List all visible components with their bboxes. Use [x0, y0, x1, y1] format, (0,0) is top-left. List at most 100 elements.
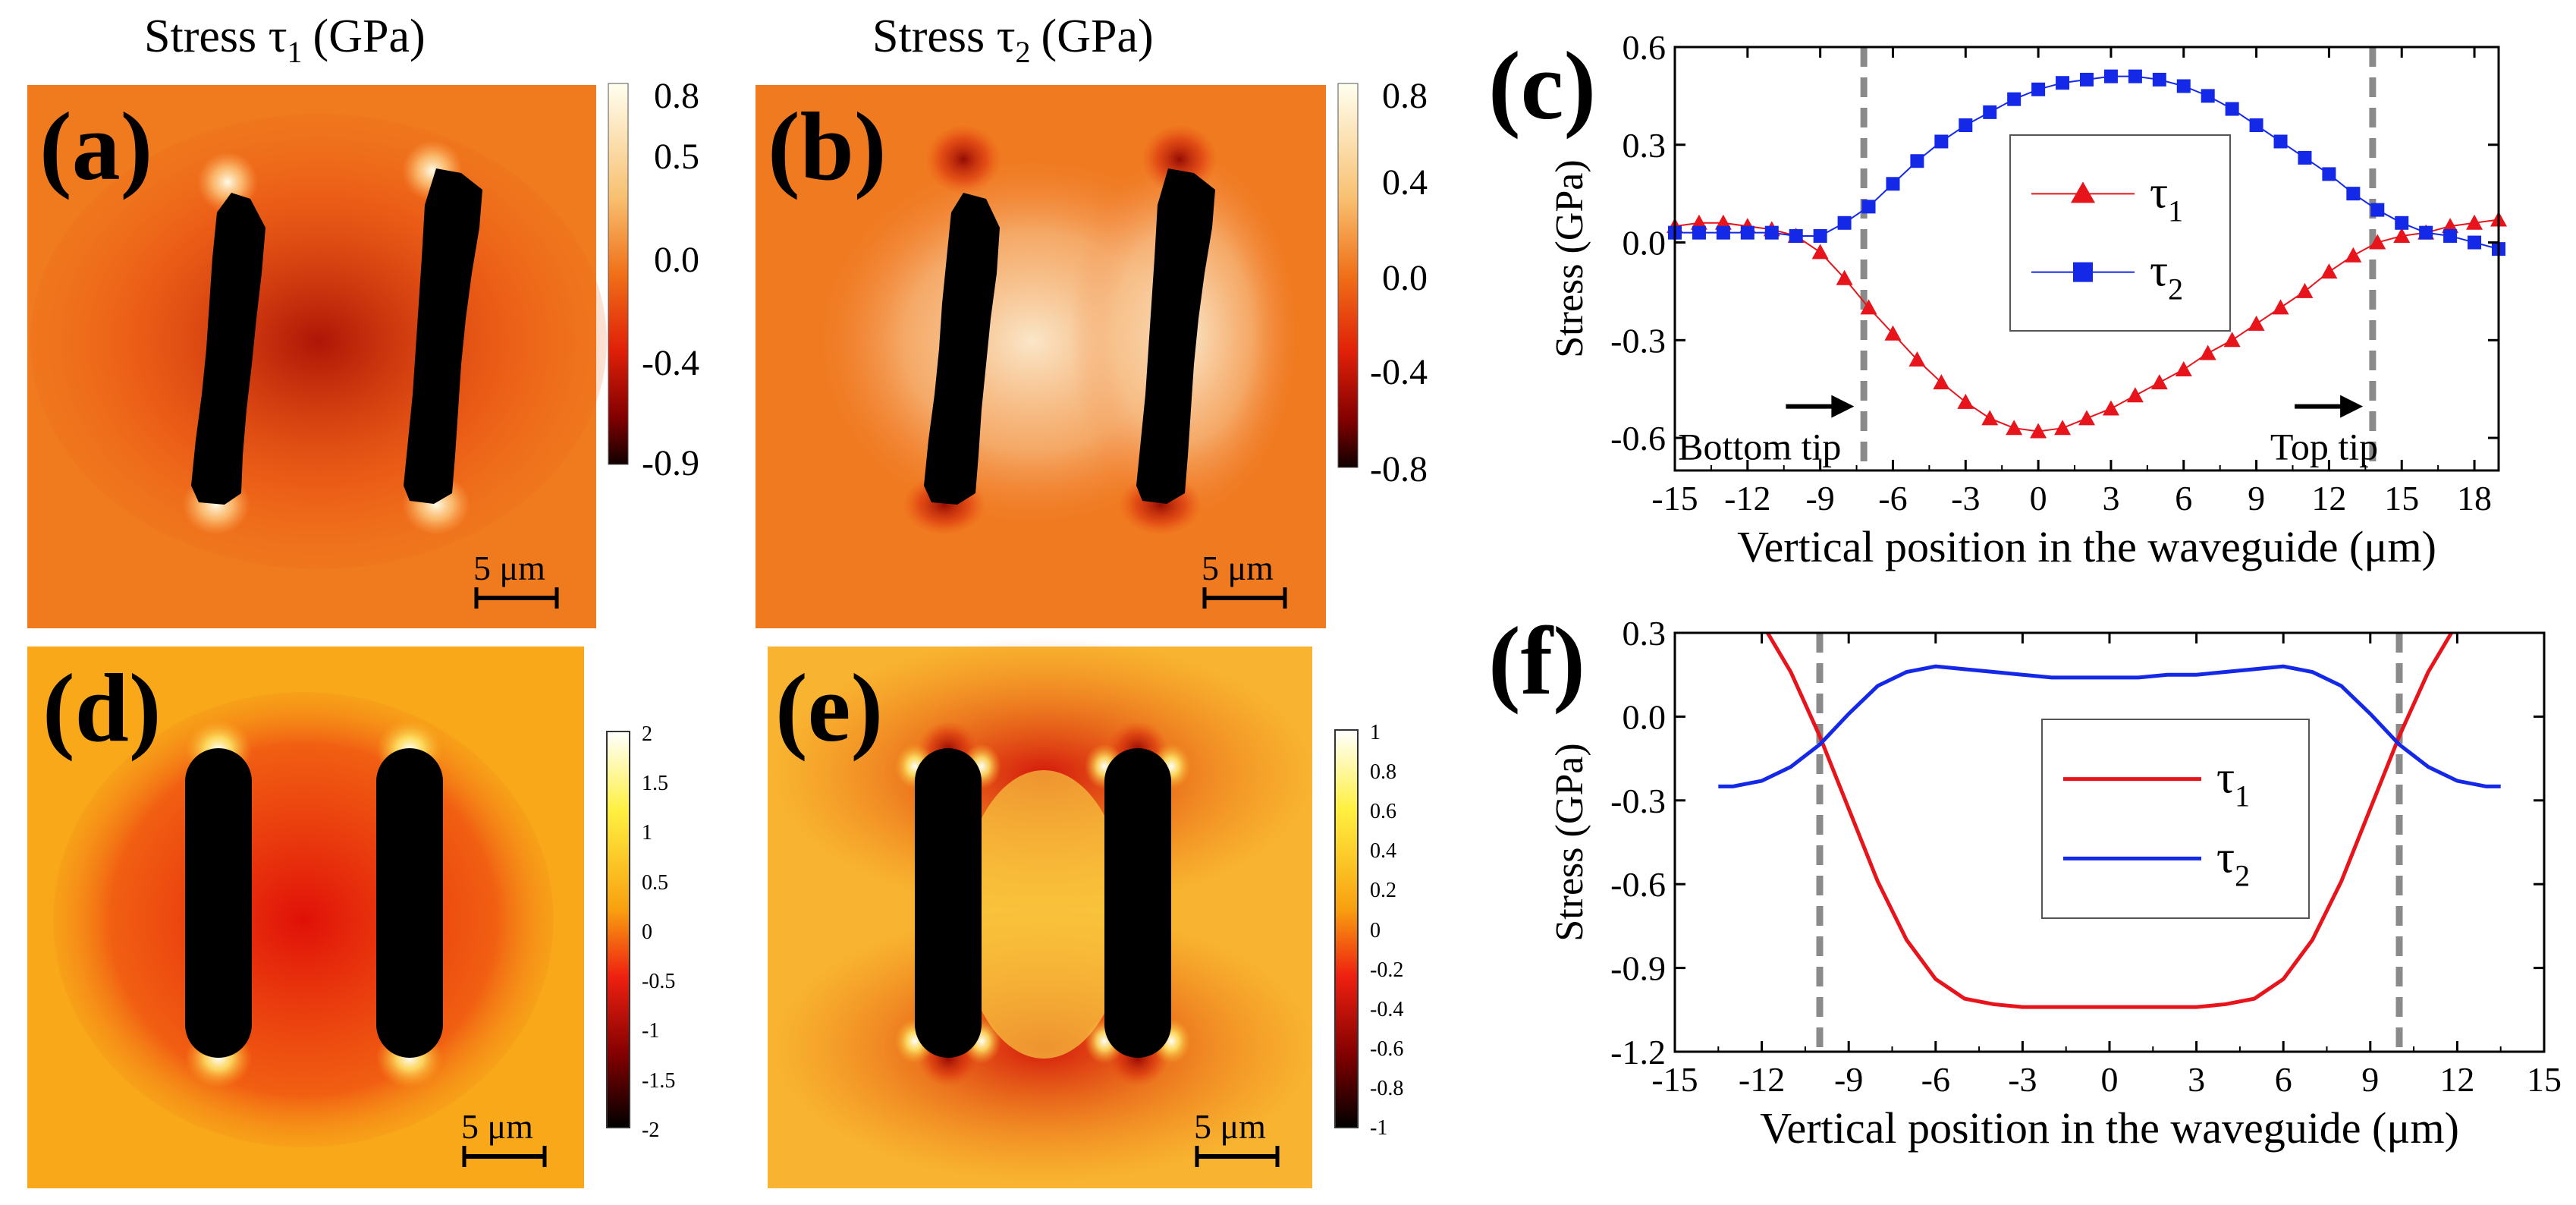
legend-label: τ1	[2150, 167, 2183, 228]
data-point	[2272, 299, 2289, 315]
data-point	[2007, 92, 2022, 106]
data-point	[1836, 269, 1853, 285]
legend-box	[2041, 719, 2310, 919]
y-tick-label: -0.3	[1610, 782, 1666, 820]
y-tick-label: -0.6	[1610, 419, 1666, 458]
panel-a-stress-map: (a) 5 μm	[27, 85, 607, 628]
data-point	[2175, 360, 2192, 376]
x-tick-label: -3	[2008, 1060, 2037, 1099]
data-point	[1740, 225, 1755, 240]
data-point	[2006, 420, 2023, 436]
legend-subscript: 2	[2168, 272, 2183, 307]
colorbar-tick: 1.5	[642, 772, 668, 795]
data-point	[2176, 79, 2191, 93]
colorbar-tick: -0.4	[1370, 998, 1403, 1021]
data-point	[2199, 345, 2216, 360]
colorbar-tick: 2	[642, 722, 652, 746]
colorbar-tick: 1	[642, 821, 652, 845]
legend-label: τ2	[2216, 832, 2250, 892]
colorbar-tick: 0.0	[654, 240, 699, 280]
x-tick-label: -6	[1921, 1060, 1950, 1099]
legend-label: τ1	[2216, 753, 2250, 813]
waveguide-hole	[191, 193, 265, 505]
series-line-τ2	[1718, 664, 2501, 788]
scale-bar-text: 5 μm	[1194, 1107, 1266, 1146]
x-tick-label: -9	[1834, 1060, 1863, 1099]
data-point	[2225, 102, 2239, 116]
data-point	[1716, 225, 1730, 240]
x-tick-label: -6	[1878, 479, 1907, 518]
chart-f: -15 -12 -9 -6 -3 0 3 6 9 12 15-1.2-0.9-0.6-0.30.00…	[1488, 607, 2562, 1153]
data-point	[2030, 423, 2047, 439]
data-point	[2395, 216, 2409, 230]
data-point	[2298, 150, 2312, 165]
colorbar-tick: -2	[642, 1118, 659, 1142]
legend-box	[2009, 134, 2231, 332]
legend-subscript: 1	[2168, 193, 2183, 228]
waveguide-hole	[915, 748, 982, 1058]
data-point	[1837, 216, 1852, 230]
y-tick-label: -0.9	[1610, 949, 1666, 988]
data-point	[1933, 374, 1950, 390]
colorbar-tick: -0.6	[1370, 1037, 1403, 1061]
colorbar-tick: 0.5	[654, 137, 699, 177]
x-tick-label: -3	[1951, 479, 1980, 518]
column-title-tau1: Stress τ1 (GPa)	[144, 11, 426, 69]
y-tick-label: -0.6	[1610, 865, 1666, 904]
scale-bar-text: 5 μm	[1202, 549, 1274, 587]
x-tick-label: 0	[2030, 479, 2047, 518]
x-axis-label: Vertical position in the waveguide (μm)	[1737, 522, 2436, 571]
x-tick-label: -12	[1739, 1060, 1785, 1099]
legend-marker	[2071, 181, 2095, 203]
data-point	[2249, 118, 2263, 133]
data-point	[1983, 105, 1997, 119]
colorbar-tick: -1	[642, 1019, 659, 1043]
waveguide-hole	[1104, 748, 1171, 1058]
panel-label-f: (f)	[1488, 607, 1585, 715]
x-tick-label: 0	[2101, 1060, 2119, 1099]
data-point	[2223, 332, 2241, 348]
legend-symbol: τ	[2216, 832, 2235, 882]
column-title-tau2: Stress τ2 (GPa)	[872, 11, 1154, 69]
colorbar-tick: -0.4	[642, 343, 699, 383]
colorbar-tick: -0.8	[1370, 449, 1428, 489]
legend-label: τ2	[2150, 246, 2183, 307]
y-axis-label: Stress (GPa)	[1548, 159, 1591, 357]
data-point	[2346, 187, 2361, 201]
data-point	[1886, 177, 1900, 191]
waveguide-hole	[1136, 168, 1215, 504]
x-tick-label: 9	[2361, 1060, 2379, 1099]
data-point	[2128, 69, 2142, 83]
colorbar-tick: 0	[642, 920, 652, 944]
x-tick-label: -15	[1651, 479, 1698, 518]
panel-e-stress-map: (e) 5 μm	[768, 637, 1317, 1188]
scale-bar-text: 5 μm	[473, 549, 545, 587]
x-tick-label: 12	[2311, 479, 2346, 518]
data-point	[2201, 89, 2215, 103]
colorbar-tick: 0.8	[654, 76, 699, 116]
data-point	[2419, 225, 2433, 240]
data-point	[1957, 393, 1974, 409]
panel-label-c: (c)	[1488, 32, 1596, 140]
data-point	[1764, 225, 1779, 240]
data-point	[1910, 154, 1924, 168]
colorbar-tick: 0.4	[1382, 162, 1428, 203]
colorbar-tick: 0.0	[1382, 258, 1428, 298]
data-point	[2345, 247, 2362, 263]
data-point	[1789, 228, 1803, 243]
data-point	[1981, 410, 1999, 426]
x-tick-label: 9	[2248, 479, 2265, 518]
data-point	[1811, 244, 1829, 260]
x-tick-label: 15	[2384, 479, 2419, 518]
panel-label-e: (e)	[775, 654, 883, 762]
data-point	[1934, 134, 1949, 149]
tip-annotation: Bottom tip	[1678, 426, 1841, 468]
colorbar-tick: -0.9	[642, 443, 699, 483]
data-point	[2248, 315, 2265, 331]
waveguide-hole	[185, 748, 252, 1058]
colorbar-tick: -0.8	[1370, 1077, 1403, 1100]
colorbar-tick: 0.8	[1382, 76, 1428, 116]
data-point	[2369, 234, 2386, 250]
colorbar-tick: 0.4	[1370, 839, 1396, 863]
